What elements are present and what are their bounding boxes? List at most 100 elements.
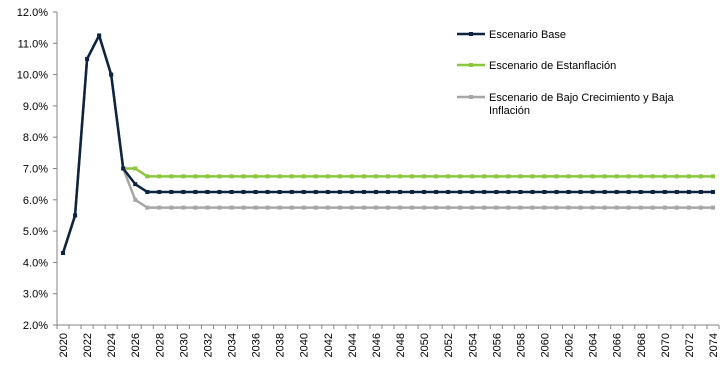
data-point	[277, 174, 282, 179]
data-point	[482, 174, 487, 179]
data-point	[590, 205, 595, 210]
data-point	[542, 189, 547, 194]
series-2	[61, 33, 715, 256]
x-tick-label: 2036	[251, 333, 263, 357]
x-tick-label: 2024	[106, 333, 118, 357]
data-point	[698, 174, 703, 179]
data-point	[313, 189, 318, 194]
data-point	[410, 174, 415, 179]
y-tick-label: 9.0%	[23, 101, 48, 113]
data-point	[349, 174, 354, 179]
data-point	[578, 205, 583, 210]
data-point	[217, 189, 222, 194]
data-point	[181, 205, 186, 210]
series-layer	[61, 33, 715, 256]
data-point	[169, 174, 174, 179]
data-point	[277, 205, 282, 210]
data-point	[337, 189, 342, 194]
y-tick-label: 5.0%	[23, 226, 48, 238]
y-tick-label: 11.0%	[18, 38, 49, 50]
legend-item: Escenario de Bajo Crecimiento y BajaInfl…	[457, 92, 675, 117]
data-point	[542, 174, 547, 179]
data-point	[566, 205, 571, 210]
x-tick-label: 2072	[684, 333, 696, 357]
y-tick-label: 6.0%	[23, 195, 48, 207]
data-point	[686, 205, 691, 210]
x-tick-label: 2042	[323, 333, 335, 357]
x-tick-label: 2048	[395, 333, 407, 357]
data-point	[373, 189, 378, 194]
data-point	[325, 174, 330, 179]
data-point	[578, 189, 583, 194]
data-point	[530, 205, 535, 210]
data-point	[265, 174, 270, 179]
data-point	[674, 205, 679, 210]
data-point	[73, 213, 78, 218]
x-tick-label: 2022	[82, 333, 94, 357]
x-tick-label: 2038	[275, 333, 287, 357]
data-point	[470, 205, 475, 210]
x-tick-label: 2074	[708, 333, 720, 357]
data-point	[446, 174, 451, 179]
data-point	[157, 174, 162, 179]
data-point	[674, 174, 679, 179]
data-point	[289, 189, 294, 194]
data-point	[277, 189, 282, 194]
data-point	[602, 174, 607, 179]
data-point	[169, 205, 174, 210]
data-point	[698, 189, 703, 194]
data-point	[470, 174, 475, 179]
data-point	[578, 174, 583, 179]
data-point	[710, 205, 715, 210]
data-point	[253, 174, 258, 179]
data-point	[482, 205, 487, 210]
x-tick-label: 2052	[443, 333, 455, 357]
x-tick-label: 2044	[347, 333, 359, 357]
data-point	[638, 189, 643, 194]
data-point	[289, 205, 294, 210]
data-point	[518, 205, 523, 210]
data-point	[265, 189, 270, 194]
x-tick-label: 2026	[130, 333, 142, 357]
y-tick-label: 8.0%	[23, 132, 48, 144]
data-point	[662, 174, 667, 179]
data-point	[626, 189, 631, 194]
data-point	[337, 174, 342, 179]
data-point	[638, 205, 643, 210]
data-point	[542, 205, 547, 210]
data-point	[205, 174, 210, 179]
data-point	[566, 174, 571, 179]
y-tick-label: 12.0%	[17, 7, 48, 19]
data-point	[85, 56, 90, 61]
data-point	[386, 205, 390, 210]
data-point	[349, 189, 354, 194]
data-point	[349, 205, 354, 210]
data-point	[181, 189, 186, 194]
data-point	[638, 174, 643, 179]
legend-label: Escenario Base	[489, 29, 566, 41]
data-point	[313, 174, 318, 179]
x-axis-ticks: 2020 2022 2024 2026 2028 2030 2032 2034 2036 2038…	[58, 333, 720, 357]
data-point	[662, 205, 667, 210]
data-point	[446, 189, 451, 194]
data-point	[458, 174, 463, 179]
data-point	[145, 174, 150, 179]
x-tick-label: 2034	[227, 333, 239, 357]
data-point	[229, 174, 234, 179]
data-point	[313, 205, 318, 210]
legend-item: Escenario de Estanflación	[457, 60, 616, 72]
data-point	[169, 189, 174, 194]
y-tick-label: 2.0%	[23, 320, 48, 332]
data-point	[458, 205, 463, 210]
data-point	[554, 189, 559, 194]
data-point	[241, 205, 246, 210]
series-3	[61, 33, 715, 256]
data-point	[121, 166, 126, 171]
data-point	[434, 205, 439, 210]
data-point	[554, 174, 559, 179]
data-point	[325, 189, 330, 194]
data-point	[133, 182, 138, 187]
data-point	[229, 205, 234, 210]
data-point	[193, 189, 198, 194]
